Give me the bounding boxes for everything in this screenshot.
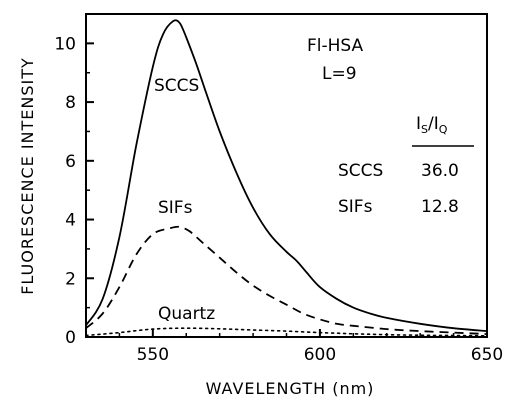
- ratio-row-label: SIFs: [338, 197, 373, 217]
- curve-label-sifs: SIFs: [158, 198, 193, 218]
- loading-label: L=9: [322, 64, 357, 84]
- ratio-row-value: 36.0: [421, 161, 459, 181]
- ratio-numerator: I: [416, 114, 421, 134]
- x-tick-label: 550: [137, 345, 169, 365]
- curve-label-sccs: SCCS: [154, 76, 199, 96]
- x-tick-label: 600: [304, 345, 336, 365]
- series-line-sifs: [85, 225, 488, 335]
- y-tick-label: 4: [65, 211, 76, 231]
- ratio-denominator: I: [434, 114, 439, 134]
- y-tick-label: 8: [65, 93, 76, 113]
- ratio-header: IS/IQ: [416, 114, 448, 136]
- y-tick-label: 6: [65, 152, 76, 172]
- series-line-sccs: [85, 19, 488, 332]
- ratio-denominator-sub: Q: [439, 123, 448, 136]
- series-layer: [85, 19, 488, 337]
- ratio-numerator-sub: S: [421, 123, 428, 136]
- ratio-table: IS/IQ SCCS 36.0 SIFs 12.8: [338, 114, 474, 217]
- y-axis-title: FLUORESCENCE INTENSITY: [18, 57, 37, 295]
- ratio-row-label: SCCS: [338, 161, 383, 181]
- ratio-row-value: 12.8: [421, 197, 459, 217]
- sample-label: Fl-HSA: [307, 36, 364, 56]
- y-tick-label: 2: [65, 269, 76, 289]
- y-tick-label: 10: [54, 34, 76, 54]
- ratio-slash: /: [428, 114, 434, 134]
- curve-label-quartz: Quartz: [158, 304, 215, 324]
- series-line-quartz: [85, 327, 488, 337]
- x-axis-title: WAVELENGTH (nm): [206, 379, 375, 398]
- x-tick-label: 650: [471, 345, 503, 365]
- y-tick-label: 0: [65, 328, 76, 348]
- axis-ticks: 550 600 650 0 2 4 6 8 10: [54, 34, 503, 365]
